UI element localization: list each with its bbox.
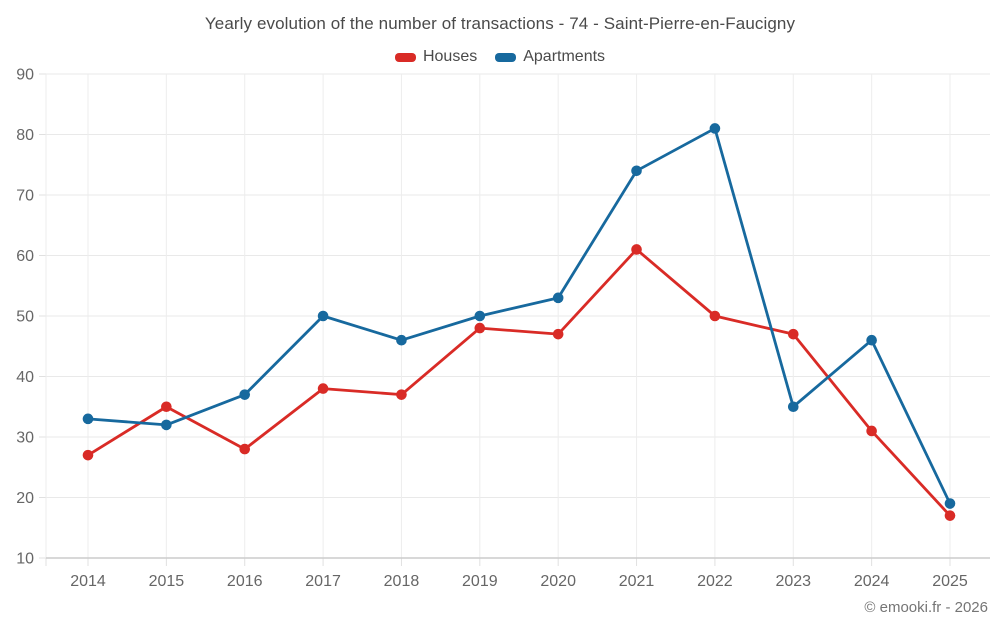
data-point-apartments-2025[interactable] bbox=[944, 498, 956, 509]
y-tick-label: 70 bbox=[16, 188, 34, 205]
chart-title: Yearly evolution of the number of transa… bbox=[204, 14, 796, 33]
data-point-apartments-2017[interactable] bbox=[317, 310, 329, 322]
x-tick-label: 2015 bbox=[149, 573, 185, 590]
x-tick-label: 2022 bbox=[697, 573, 733, 590]
data-point-houses-2021[interactable] bbox=[631, 244, 642, 255]
y-tick-label: 80 bbox=[16, 127, 34, 144]
data-point-apartments-2019[interactable] bbox=[474, 310, 486, 322]
series-line-houses bbox=[86, 248, 952, 518]
x-tick-label: 2018 bbox=[384, 573, 420, 590]
data-point-apartments-2022[interactable] bbox=[709, 123, 721, 134]
legend-label-houses: Houses bbox=[422, 48, 478, 65]
data-point-houses-2016[interactable] bbox=[239, 443, 251, 455]
data-point-apartments-2016[interactable] bbox=[239, 389, 251, 400]
y-tick-label: 10 bbox=[16, 551, 34, 568]
data-point-apartments-2014[interactable] bbox=[82, 413, 94, 425]
chart-legend: Houses Apartments bbox=[0, 46, 1000, 68]
x-tick-label: 2020 bbox=[540, 573, 576, 590]
data-point-houses-2015[interactable] bbox=[161, 401, 172, 413]
x-tick-label: 2016 bbox=[227, 573, 263, 590]
data-point-houses-2025[interactable] bbox=[944, 510, 956, 521]
legend-item-apartments[interactable]: Apartments bbox=[495, 48, 605, 66]
copyright-watermark: © emooki.fr - 2026 bbox=[864, 599, 988, 616]
apartments-swatch-icon bbox=[495, 52, 517, 62]
data-point-houses-2017[interactable] bbox=[317, 383, 329, 394]
series-line-apartments bbox=[86, 127, 952, 505]
y-tick-label: 20 bbox=[16, 490, 34, 507]
data-point-houses-2014[interactable] bbox=[82, 449, 94, 461]
x-tick-label: 2025 bbox=[932, 573, 968, 590]
houses-swatch-icon bbox=[394, 52, 416, 62]
data-point-apartments-2021[interactable] bbox=[631, 165, 642, 177]
data-point-apartments-2023[interactable] bbox=[787, 401, 799, 413]
y-tick-label: 50 bbox=[16, 309, 34, 326]
data-point-houses-2019[interactable] bbox=[474, 322, 486, 334]
data-point-apartments-2015[interactable] bbox=[161, 419, 172, 431]
data-point-houses-2018[interactable] bbox=[396, 389, 407, 400]
data-point-apartments-2024[interactable] bbox=[866, 334, 877, 346]
data-point-houses-2022[interactable] bbox=[709, 310, 721, 322]
data-point-houses-2020[interactable] bbox=[552, 328, 564, 340]
x-tick-label: 2023 bbox=[775, 573, 811, 590]
data-point-apartments-2018[interactable] bbox=[396, 334, 407, 346]
y-tick-label: 90 bbox=[16, 67, 34, 84]
y-tick-label: 30 bbox=[16, 430, 34, 447]
x-tick-label: 2017 bbox=[305, 573, 341, 590]
legend-item-houses[interactable]: Houses bbox=[394, 48, 478, 66]
x-tick-label: 2019 bbox=[462, 573, 498, 590]
legend-label-apartments: Apartments bbox=[523, 48, 606, 65]
y-tick-label: 60 bbox=[16, 248, 34, 265]
data-point-apartments-2020[interactable] bbox=[552, 292, 564, 304]
y-tick-label: 40 bbox=[16, 369, 34, 386]
data-point-houses-2023[interactable] bbox=[787, 328, 799, 340]
data-point-houses-2024[interactable] bbox=[866, 425, 877, 437]
x-tick-label: 2014 bbox=[70, 573, 106, 590]
x-tick-label: 2024 bbox=[854, 573, 890, 590]
x-tick-label: 2021 bbox=[619, 573, 655, 590]
